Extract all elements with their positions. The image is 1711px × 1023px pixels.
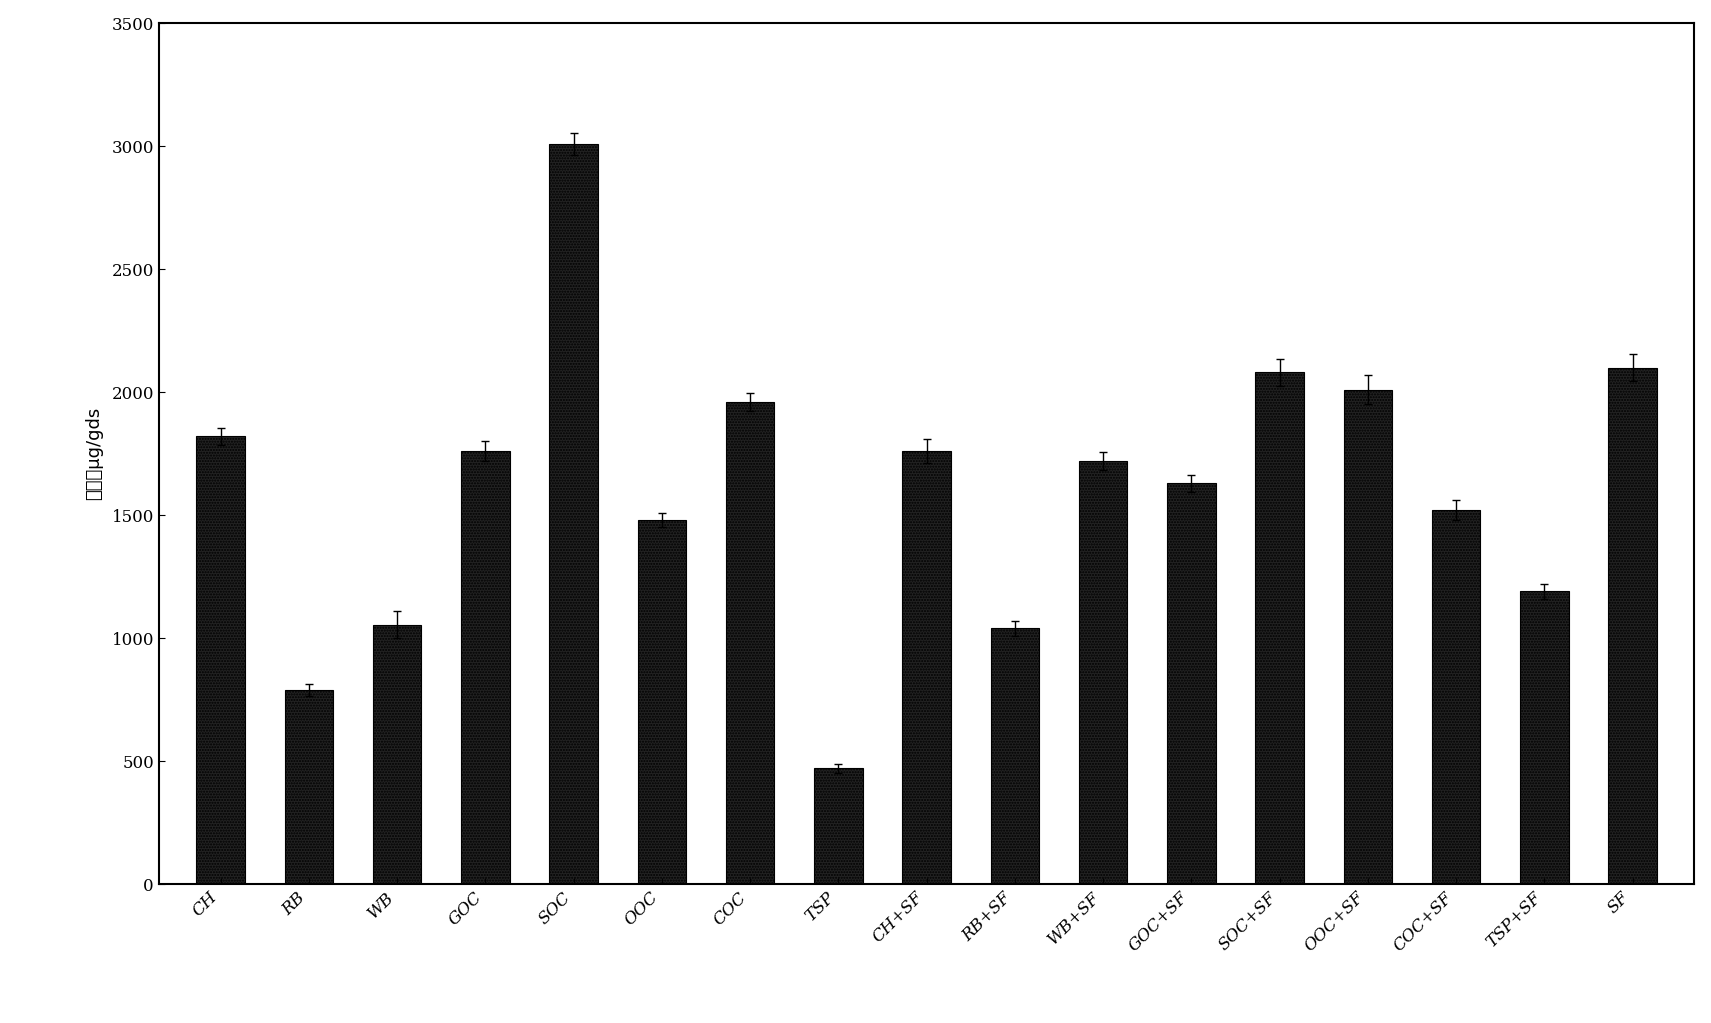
Bar	[1519, 591, 1569, 884]
Bar	[284, 690, 334, 884]
Bar	[373, 625, 421, 884]
Bar	[991, 628, 1039, 884]
Bar	[814, 768, 862, 884]
Bar	[638, 520, 686, 884]
Bar	[1608, 367, 1656, 884]
Bar	[549, 143, 597, 884]
Bar	[1167, 483, 1215, 884]
Bar	[1256, 372, 1304, 884]
Bar	[902, 451, 951, 884]
Bar	[197, 437, 245, 884]
Bar	[1343, 390, 1393, 884]
Y-axis label: 棒酸，μg/gds: 棒酸，μg/gds	[86, 407, 103, 500]
Bar	[725, 402, 775, 884]
Bar	[460, 451, 510, 884]
Bar	[1432, 510, 1480, 884]
Bar	[1080, 461, 1128, 884]
